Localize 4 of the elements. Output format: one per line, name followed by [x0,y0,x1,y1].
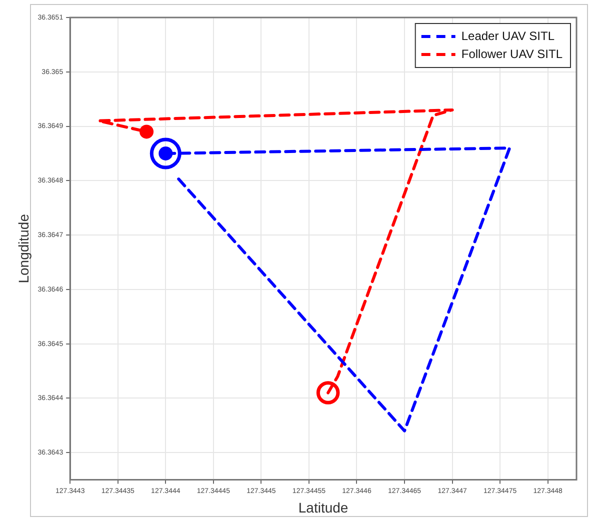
y-axis-title: Longditude [15,214,32,284]
legend-label: Follower UAV SITL [461,46,563,61]
legend-label: Leader UAV SITL [461,28,555,43]
x-axis-title: Latitude [298,499,348,516]
